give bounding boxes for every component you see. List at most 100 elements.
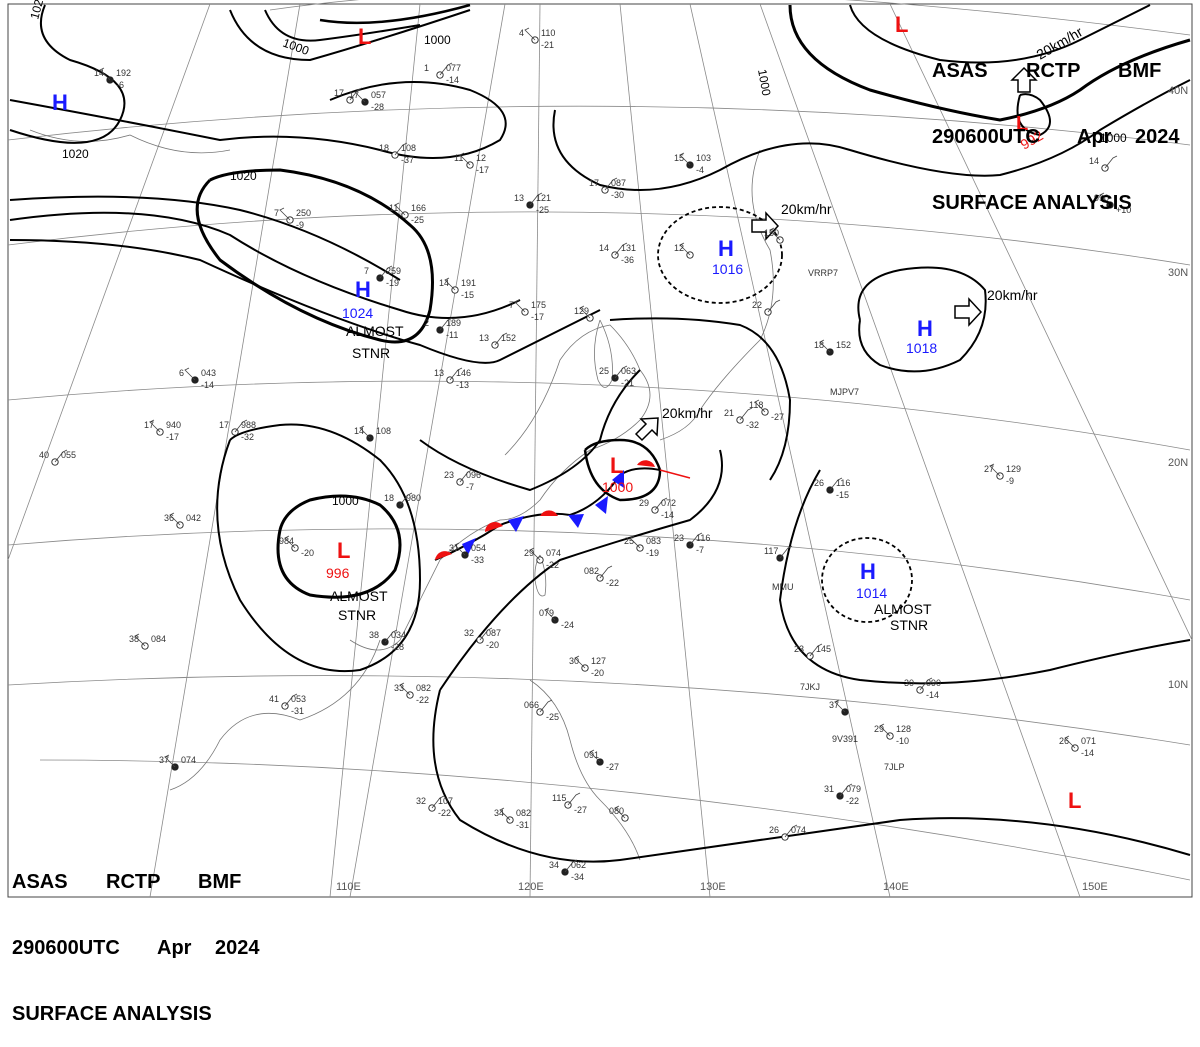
wind-barb-icon: [169, 512, 181, 526]
station-temperature: 27: [984, 464, 994, 474]
station-plot: 38 034 -28: [369, 629, 406, 652]
station-temperature: 2: [424, 318, 429, 328]
station-temperature: 29: [639, 498, 649, 508]
annotation-almost: ALMOST: [346, 323, 404, 339]
station-tendency: -25: [411, 215, 424, 225]
motion-arrows: [634, 66, 1038, 442]
annotation-almost: ALMOST: [330, 588, 388, 604]
pressure-value: 1024: [342, 305, 373, 321]
grid-labels: 40N 30N 20N 10N 110E 120E 130E 140E 150E: [336, 85, 1188, 893]
station-temperature: 17: [219, 420, 229, 430]
low-center: L 992: [1016, 113, 1046, 153]
station-pressure: 072: [661, 498, 676, 508]
wind-barb-icon: [544, 607, 556, 621]
latitude-label: 20N: [1168, 457, 1188, 469]
station-temperature: 17: [349, 90, 359, 100]
high-center: H 1024: [342, 277, 373, 321]
front-triangle-icon: [508, 516, 524, 532]
station-tendency: -14: [926, 690, 939, 700]
station-tendency: -15: [836, 490, 849, 500]
station-temperature: 41: [269, 694, 279, 704]
station-plot: 21 -32: [724, 407, 759, 430]
station-temperature: 079: [539, 608, 554, 618]
wind-barb-icon: [499, 807, 511, 821]
station-pressure: 074: [546, 548, 561, 558]
motion-arrow-icon: [634, 417, 659, 442]
wind-barb-icon: [444, 277, 456, 291]
isobar-992: [1016, 93, 1051, 137]
wind-barb-icon: [1099, 192, 1111, 206]
station-temperature: 984: [279, 536, 294, 546]
header-bulletin-code: BMF: [1118, 60, 1162, 82]
annotation-almost: ALMOST: [874, 601, 932, 617]
header-line-1: ASAS RCTP BMF: [932, 60, 1180, 82]
high-pressure-letter: H: [860, 559, 876, 584]
header-valid-time: 290600UTC: [12, 937, 120, 959]
station-pressure: 079: [846, 784, 861, 794]
station-pressure: 074: [181, 755, 196, 765]
annotation-stnr: STNR: [890, 617, 928, 633]
station-pressure: 980: [406, 493, 421, 503]
station-plot: 31 079 -22: [824, 783, 861, 806]
wind-barb-icon: [769, 227, 781, 241]
station-temperature: 14: [439, 278, 449, 288]
front-triangle-icon: [462, 538, 476, 555]
station-pressure: 063: [621, 366, 636, 376]
wind-barb-icon: [564, 859, 578, 873]
station-plot: 7 259 -19: [364, 265, 401, 288]
wind-barb-icon: [567, 792, 581, 806]
station-tendency: -25: [546, 712, 559, 722]
longitude-label: 130E: [700, 881, 726, 893]
header-station-code: RCTP: [1026, 60, 1081, 82]
station-plot: 082 -22: [584, 565, 619, 588]
isobar-1012-pacific: [778, 469, 1191, 685]
coast-japan: [659, 149, 774, 441]
wind-barb-icon: [589, 749, 601, 763]
station-tendency: -33: [471, 555, 484, 565]
pressure-value: 1018: [906, 340, 937, 356]
station-plot: 23 116 -7: [674, 532, 710, 555]
wind-barb-icon: [614, 365, 628, 379]
latitude-label: 10N: [1168, 679, 1188, 691]
station-tendency: -22: [416, 695, 429, 705]
wind-barb-icon: [879, 723, 891, 737]
low-pressure-letter: L: [358, 24, 371, 49]
station-plot: 17 940 -17: [144, 419, 181, 442]
station-pressure: 055: [61, 450, 76, 460]
meridian-110e: [349, 3, 506, 898]
station-tendency: -20: [486, 640, 499, 650]
station-temperature: 32: [464, 628, 474, 638]
station-temperature: 129: [574, 306, 589, 316]
station-pressure: 090: [926, 678, 941, 688]
station-pressure: 127: [591, 656, 606, 666]
wind-barb-icon: [394, 202, 406, 216]
station-temperature: 17: [144, 420, 154, 430]
station-plot: 36 042: [164, 512, 201, 529]
station-plot: 17 057 -28: [349, 89, 386, 112]
longitude-label: 120E: [518, 881, 544, 893]
dashed-isobar-1016: [657, 206, 783, 304]
isobar-1016c: [9, 81, 507, 159]
wind-barb-icon: [439, 62, 453, 76]
station-temperature: 12: [674, 243, 684, 253]
ship-call-sign: 7JLP: [884, 762, 905, 772]
station-temperature: 17: [334, 88, 344, 98]
station-temperature: 34: [494, 808, 504, 818]
isobar-label: 1000: [332, 494, 359, 508]
station-tendency: -14: [446, 75, 459, 85]
wind-barb-icon: [829, 477, 843, 491]
isobar-1008: [439, 449, 723, 691]
station-pressure: 12: [476, 153, 486, 163]
isobar-1012-north: [552, 79, 1191, 191]
station-temperature: 14: [1089, 156, 1099, 166]
station-temperature: 23: [444, 470, 454, 480]
station-plot: 29 072 -14: [639, 497, 676, 520]
station-temperature: 23: [674, 533, 684, 543]
coast-korea: [594, 319, 613, 388]
station-tendency: -11: [446, 330, 458, 340]
high-pressure-letter: H: [718, 236, 734, 261]
wind-barb-icon: [99, 67, 111, 81]
station-plot: 17 087 -30: [589, 177, 626, 200]
front-triangle-icon: [612, 470, 624, 488]
isobar-1004-yunnan: [216, 423, 422, 673]
